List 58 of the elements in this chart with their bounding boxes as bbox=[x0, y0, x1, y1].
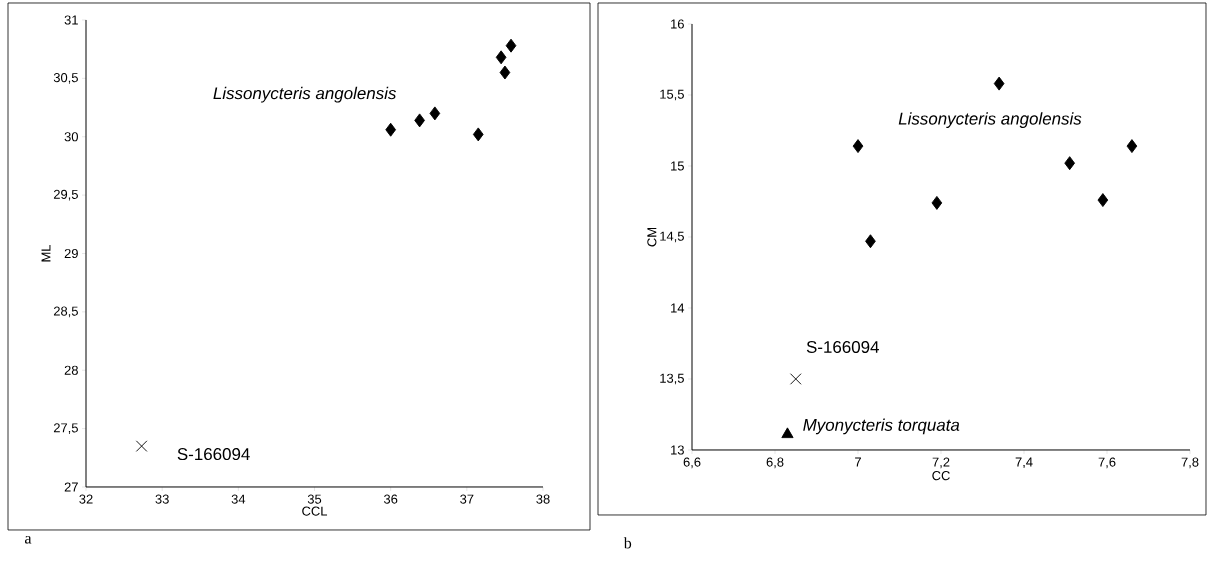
x-tick-label: 6,8 bbox=[766, 457, 784, 469]
y-tick-label: 27 bbox=[64, 482, 78, 492]
point bbox=[505, 38, 517, 53]
x-tick-label: 37 bbox=[460, 494, 474, 504]
point bbox=[414, 113, 425, 128]
y-tick-label: 15,5 bbox=[660, 89, 684, 101]
point bbox=[135, 440, 148, 452]
y-tick-label: 15 bbox=[671, 161, 684, 171]
y-tick-label: 27,5 bbox=[53, 423, 78, 434]
point bbox=[852, 139, 864, 154]
point bbox=[781, 427, 794, 439]
x-axis-title: CC bbox=[932, 471, 950, 481]
x-tick-label: 32 bbox=[79, 494, 93, 504]
x-tick-label: 7,8 bbox=[1181, 457, 1199, 469]
point bbox=[865, 234, 876, 249]
y-tick-label: 29,5 bbox=[53, 189, 78, 201]
y-tick-label: 30,5 bbox=[53, 73, 78, 84]
x-tick-label: 6,6 bbox=[683, 457, 701, 469]
point bbox=[385, 122, 396, 137]
series-label: Lissonycteris angolensis bbox=[213, 86, 397, 103]
x-tick-label: 34 bbox=[231, 494, 246, 504]
point bbox=[429, 106, 441, 121]
y-tick-label: 29 bbox=[64, 248, 78, 259]
y-axis-title: CM bbox=[647, 227, 657, 247]
x-tick-label: 7,6 bbox=[1098, 457, 1116, 469]
series-label: Myonycteris torquata bbox=[803, 418, 960, 435]
y-axis-title: ML bbox=[41, 244, 51, 262]
y-tick-label: 13,5 bbox=[660, 373, 684, 385]
y-tick-label: 31 bbox=[64, 15, 78, 25]
point bbox=[1126, 139, 1138, 154]
x-tick-label: 7,4 bbox=[1015, 457, 1033, 469]
y-tick-label: 28,5 bbox=[53, 306, 78, 318]
x-tick-label: 7,2 bbox=[932, 457, 950, 469]
y-tick-label: 14,5 bbox=[660, 231, 684, 243]
point bbox=[472, 127, 484, 142]
y-tick-label: 13 bbox=[671, 445, 684, 455]
y-tick-label: 30 bbox=[64, 132, 78, 142]
series-label: S-166094 bbox=[177, 448, 250, 461]
x-tick-label: 38 bbox=[536, 494, 550, 504]
x-axis-title: CCL bbox=[302, 506, 328, 516]
y-tick-label: 28 bbox=[64, 365, 78, 375]
x-tick-label: 33 bbox=[155, 494, 169, 504]
point bbox=[499, 65, 511, 80]
series-label: S-166094 bbox=[806, 340, 879, 353]
point bbox=[495, 50, 507, 65]
x-tick-label: 35 bbox=[307, 494, 322, 504]
x-tick-label: 36 bbox=[383, 494, 398, 504]
series-label: Lissonycteris angolensis bbox=[898, 112, 1082, 128]
x-tick-label: 7 bbox=[855, 457, 861, 467]
y-tick-label: 14 bbox=[671, 303, 685, 313]
point bbox=[790, 373, 802, 385]
point bbox=[1097, 193, 1109, 208]
text: a bbox=[25, 535, 32, 544]
text: b bbox=[623, 537, 632, 549]
point bbox=[931, 195, 943, 210]
point bbox=[1064, 156, 1075, 171]
point bbox=[993, 76, 1005, 91]
y-tick-label: 16 bbox=[671, 19, 684, 29]
